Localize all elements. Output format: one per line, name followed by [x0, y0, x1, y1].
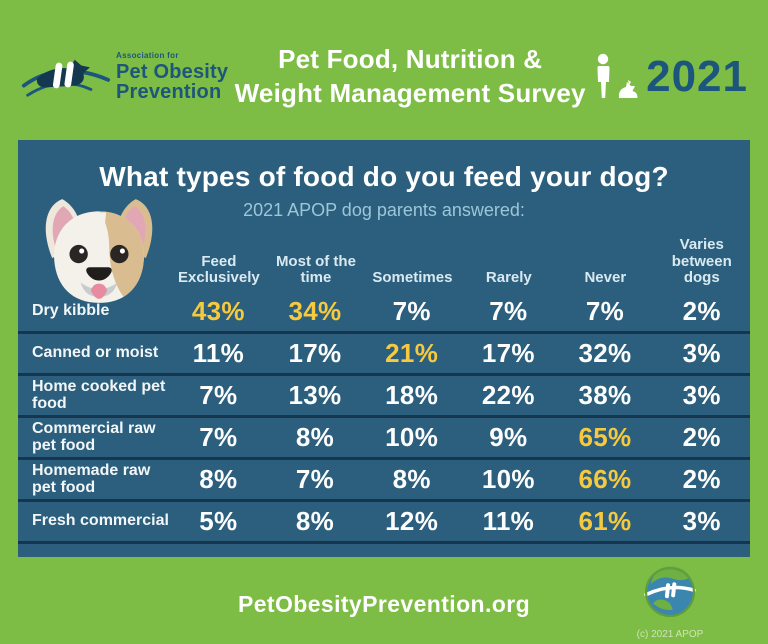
year-block: 2021 [592, 52, 752, 102]
table-cell: 43% [191, 296, 245, 326]
table-cell: 11% [192, 338, 245, 368]
logo-name-line1: Pet Obesity [116, 60, 229, 83]
table-cell: 7% [199, 380, 238, 410]
column-header: Never [584, 268, 627, 286]
table-row: Homemade raw pet food 8% 7% 8% 10% 66% 2… [18, 460, 750, 502]
table-row: Dry kibble 43% 34% 7% 7% 7% 2% [18, 292, 750, 334]
table-cell: 38% [578, 380, 632, 410]
survey-title-line1: Pet Food, Nutrition & [278, 44, 543, 75]
website-url: PetObesityPrevention.org [237, 591, 531, 617]
question-title: What types of food do you feed your dog? [99, 161, 669, 192]
table-cell: 8% [392, 464, 431, 494]
table-cell: 7% [585, 296, 625, 326]
table-cell: 21% [385, 338, 439, 368]
table-cell: 2% [682, 296, 721, 326]
table-cell: 61% [578, 506, 632, 536]
survey-table: Feed Exclusively Most of the time Someti… [18, 232, 750, 544]
apop-logo-text: Association for Pet Obesity Prevention [116, 50, 229, 104]
table-cell: 3% [682, 380, 721, 410]
column-header: Most of the time [275, 252, 356, 286]
table-cell: 7% [392, 296, 431, 326]
table-cell: 12% [385, 506, 439, 536]
table-cell: 8% [199, 464, 238, 494]
table-cell: 7% [295, 464, 335, 494]
row-label: Home cooked pet food [32, 377, 166, 412]
table-cell: 7% [489, 296, 528, 326]
table-row: Commercial raw pet food 7% 8% 10% 9% 65%… [18, 418, 750, 460]
row-label: Canned or moist [32, 344, 159, 362]
column-header: Feed Exclusively [178, 252, 260, 286]
apop-dog-swoosh-icon [21, 59, 111, 97]
table-cell: 18% [385, 380, 439, 410]
table-cell: 34% [288, 296, 342, 326]
table-header-row: Feed Exclusively Most of the time Someti… [18, 232, 750, 292]
table-cell: 3% [682, 338, 721, 368]
row-label: Commercial raw pet food [32, 419, 156, 454]
table-cell: 13% [288, 380, 342, 410]
survey-year: 2021 [646, 52, 748, 101]
table-cell: 8% [295, 506, 335, 536]
globe-dog-logo [644, 566, 696, 618]
footer: PetObesityPrevention.org (c) 2021 APOP [0, 557, 768, 644]
table-cell: 2% [682, 464, 721, 494]
table-cell: 10% [385, 422, 439, 452]
table-cell: 9% [489, 422, 528, 452]
table-cell: 66% [578, 464, 632, 494]
column-header: Varies between dogs [671, 236, 732, 286]
table-cell: 10% [481, 464, 535, 494]
table-cell: 7% [199, 422, 238, 452]
table-cell: 17% [288, 338, 342, 368]
table-cell: 22% [481, 380, 535, 410]
row-label: Dry kibble [32, 302, 110, 320]
row-label: Homemade raw pet food [32, 461, 151, 496]
table-cell: 3% [682, 506, 721, 536]
column-header: Sometimes [372, 268, 453, 286]
table-cell: 11% [482, 506, 535, 536]
apop-logo: Association for Pet Obesity Prevention [20, 47, 228, 107]
table-cell: 2% [682, 422, 721, 452]
table-row: Canned or moist 11% 17% 21% 17% 32% 3% [18, 334, 750, 376]
logo-tagline: Association for [116, 50, 179, 60]
table-row: Fresh commercial 5% 8% 12% 11% 61% 3% [18, 502, 750, 544]
table-cell: 8% [295, 422, 335, 452]
column-header: Rarely [485, 268, 532, 286]
table-cell: 17% [481, 338, 535, 368]
table-row: Home cooked pet food 7% 13% 18% 22% 38% … [18, 376, 750, 418]
logo-name-line2: Prevention [116, 81, 222, 104]
globe-logo-block: (c) 2021 APOP [610, 561, 730, 640]
header: Association for Pet Obesity Prevention P… [0, 0, 768, 140]
question-subtitle: 2021 APOP dog parents answered: [243, 200, 525, 220]
person-and-dog-icon [597, 53, 638, 98]
french-bulldog-illustration [45, 199, 153, 303]
copyright-text: (c) 2021 APOP [636, 629, 704, 640]
table-cell: 65% [578, 422, 632, 452]
survey-title-line2: Weight Management Survey [234, 78, 586, 108]
table-cell: 5% [199, 506, 238, 536]
survey-title: Pet Food, Nutrition & Weight Management … [228, 43, 592, 111]
row-label: Fresh commercial [32, 512, 169, 530]
table-cell: 32% [578, 338, 632, 368]
survey-panel: What types of food do you feed your dog?… [18, 140, 750, 557]
